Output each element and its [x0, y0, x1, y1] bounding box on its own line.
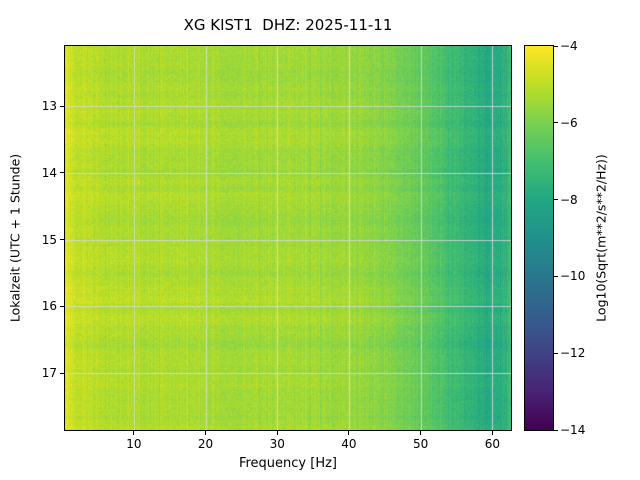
x-tick-mark — [133, 431, 135, 435]
x-tick-mark — [348, 431, 350, 435]
y-tick-label: 16 — [41, 299, 57, 314]
y-tick-label: 14 — [41, 165, 57, 180]
x-tick-label: 50 — [413, 437, 429, 451]
y-tick-label: 13 — [41, 99, 57, 114]
x-tick-mark — [491, 431, 493, 435]
y-tick-mark — [60, 105, 64, 107]
y-tick-mark — [60, 172, 64, 174]
colorbar-tick-label: −12 — [560, 346, 586, 361]
spectrogram-heatmap — [65, 46, 511, 430]
y-tick-mark — [60, 372, 64, 374]
y-tick-label: 17 — [41, 366, 57, 381]
colorbar-tick-mark — [554, 199, 558, 201]
x-tick-label: 20 — [197, 437, 214, 451]
x-axis-label: Frequency [Hz] — [238, 456, 338, 471]
colorbar-label: Log10(Sqrt(m**2/s**2/Hz)) — [592, 45, 610, 431]
colorbar-tick-mark — [554, 45, 558, 47]
plot-area — [64, 45, 512, 431]
y-tick-label: 15 — [41, 232, 57, 247]
x-tick-mark — [276, 431, 278, 435]
colorbar-tick-mark — [554, 122, 558, 124]
x-tick-label: 30 — [269, 437, 285, 451]
colorbar-tick-label: −4 — [560, 39, 578, 53]
colorbar-tick-label: −10 — [560, 269, 586, 284]
x-tick-label: 60 — [484, 437, 500, 451]
colorbar — [524, 45, 554, 431]
colorbar-tick-mark — [554, 429, 558, 431]
x-tick-label: 40 — [341, 437, 357, 451]
colorbar-tick-label: −8 — [560, 192, 578, 207]
colorbar-gradient — [525, 46, 553, 430]
x-tick-label: 10 — [126, 437, 142, 451]
colorbar-tick-label: −6 — [560, 115, 578, 130]
colorbar-tick-label: −14 — [560, 423, 586, 437]
y-tick-mark — [60, 305, 64, 307]
colorbar-tick-mark — [554, 275, 558, 277]
y-tick-mark — [60, 239, 64, 241]
x-tick-mark — [205, 431, 207, 435]
x-tick-mark — [420, 431, 422, 435]
plot-title: XG KIST1 DHZ: 2025-11-11 — [183, 16, 393, 34]
colorbar-label-text: Log10(Sqrt(m**2/s**2/Hz)) — [593, 154, 609, 322]
colorbar-tick-mark — [554, 352, 558, 354]
